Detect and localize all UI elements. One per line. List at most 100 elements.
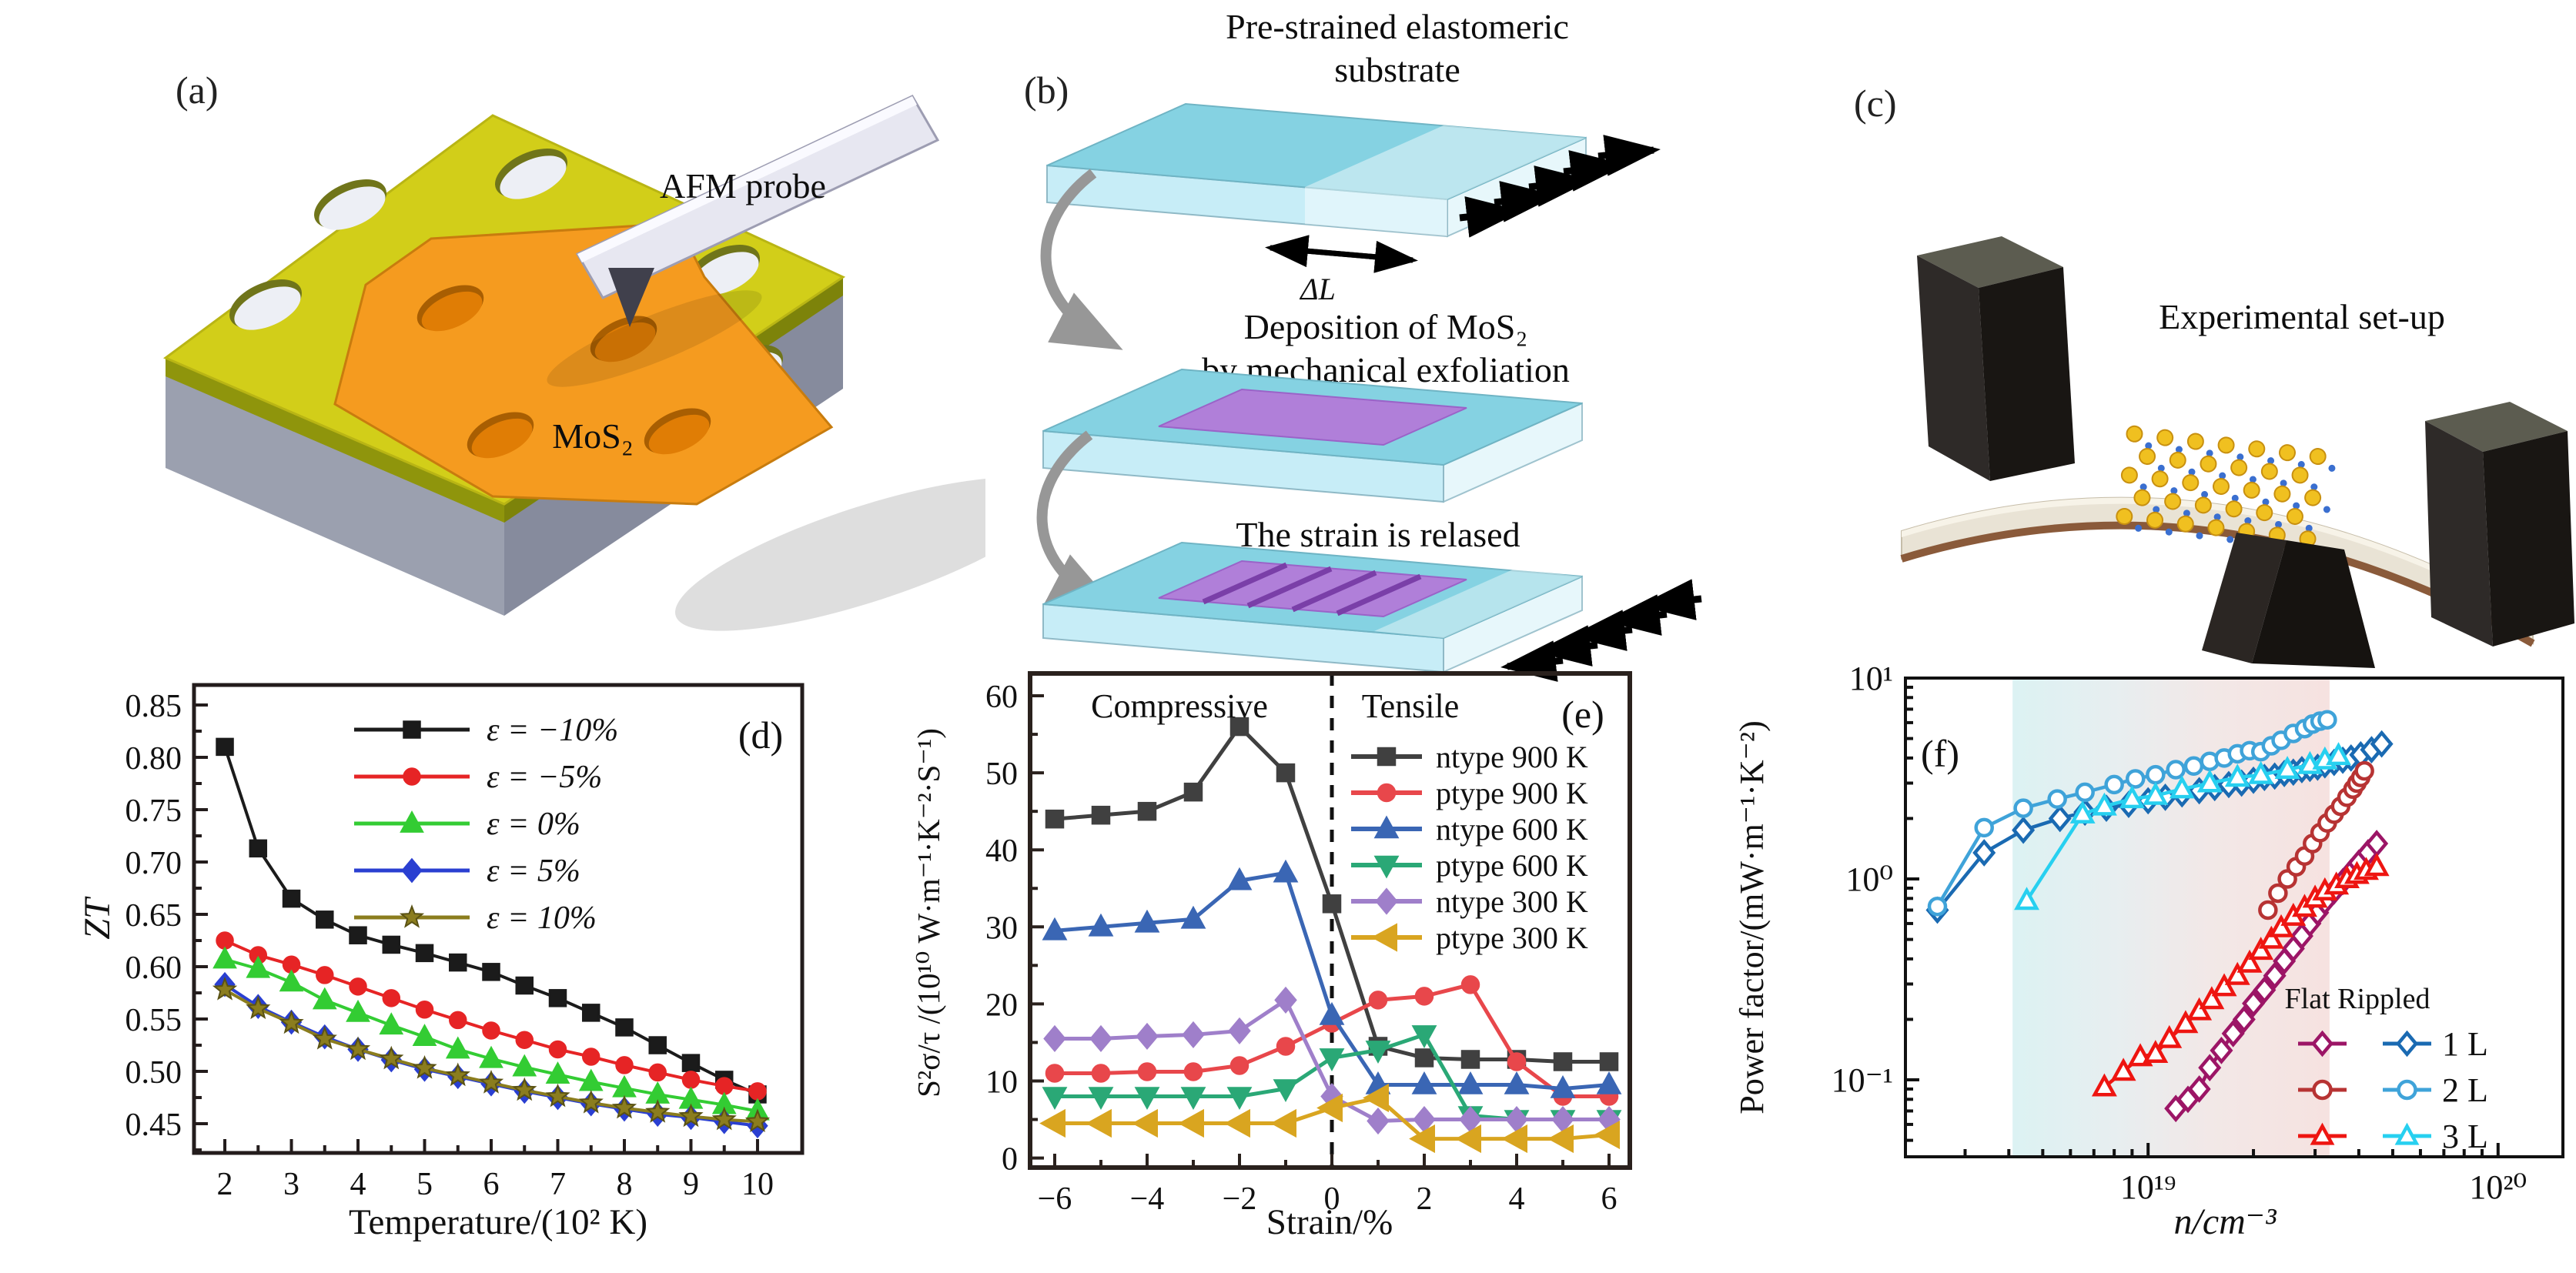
svg-text:ntype 900 K: ntype 900 K bbox=[1436, 740, 1588, 774]
chart-zt-vs-temperature: 2 3 4 5 6 7 8 9 10 0.45 0.50 0.55 0.60 0.65 0.70 0.75 0.… bbox=[77, 683, 805, 1242]
svg-text:30: 30 bbox=[985, 910, 1018, 946]
svg-text:2 L: 2 L bbox=[2442, 1071, 2488, 1109]
afm-illustration bbox=[163, 95, 985, 631]
series-f-2 bbox=[2014, 742, 2351, 910]
series-d-2 bbox=[212, 946, 770, 1121]
svg-text:0.85: 0.85 bbox=[125, 689, 182, 724]
svg-text:Flat Rippled: Flat Rippled bbox=[2285, 983, 2430, 1015]
svg-text:3: 3 bbox=[283, 1167, 299, 1202]
ticks bbox=[194, 703, 759, 1153]
series-d-1 bbox=[216, 931, 767, 1101]
slab3 bbox=[1042, 541, 1702, 682]
svg-text:6: 6 bbox=[483, 1167, 500, 1202]
svg-text:7: 7 bbox=[550, 1167, 566, 1202]
svg-text:2: 2 bbox=[217, 1167, 233, 1202]
svg-text:ptype 300 K: ptype 300 K bbox=[1436, 921, 1588, 955]
svg-text:10¹⁹: 10¹⁹ bbox=[2120, 1168, 2176, 1206]
step1-title-line2: substrate bbox=[1334, 50, 1460, 89]
svg-text:−2: −2 bbox=[1223, 1181, 1257, 1217]
probe-cantilever bbox=[575, 95, 940, 299]
svg-text:0.70: 0.70 bbox=[125, 846, 182, 881]
svg-text:(e): (e) bbox=[1561, 693, 1604, 736]
svg-text:Temperature/(10² K): Temperature/(10² K) bbox=[349, 1202, 647, 1242]
setup-illustration bbox=[1900, 236, 2574, 668]
svg-text:n/cm⁻³: n/cm⁻³ bbox=[2173, 1201, 2277, 1242]
center-wedge bbox=[2202, 533, 2375, 668]
ticks bbox=[1030, 694, 1611, 1168]
probe-tip bbox=[608, 268, 654, 327]
chart-powerfactor-vs-density: 10¹⁹ 10²⁰ 10⁻¹ 10⁰ 10¹ n/cm⁻³ Power factor/(mW… bbox=[1733, 660, 2564, 1242]
panel-b-letter: (b) bbox=[1024, 68, 1069, 112]
svg-text:10¹: 10¹ bbox=[1849, 660, 1893, 697]
svg-text:ε = 5%: ε = 5% bbox=[487, 854, 580, 889]
process-arrow-1 bbox=[1040, 169, 1123, 350]
svg-text:Tensile: Tensile bbox=[1362, 687, 1459, 725]
series-f-5 bbox=[2091, 853, 2390, 1097]
slab1 bbox=[1046, 102, 1661, 273]
svg-text:4: 4 bbox=[1508, 1181, 1524, 1217]
svg-text:S²σ/τ /(10¹⁰ W·m⁻¹·K⁻²·S⁻¹): S²σ/τ /(10¹⁰ W·m⁻¹·K⁻²·S⁻¹) bbox=[911, 728, 946, 1098]
setup-title: Experimental set-up bbox=[2159, 297, 2445, 336]
series-e-5 bbox=[1039, 1083, 1620, 1154]
slab2 bbox=[1042, 368, 1583, 503]
svg-text:ε = −10%: ε = −10% bbox=[487, 713, 618, 748]
svg-text:0: 0 bbox=[1002, 1142, 1018, 1178]
delta-l-label: ΔL bbox=[1300, 272, 1336, 306]
svg-text:10⁰: 10⁰ bbox=[1845, 860, 1893, 898]
svg-text:10: 10 bbox=[741, 1167, 774, 1202]
plot-frame bbox=[1028, 671, 1632, 1170]
shaded-region bbox=[2012, 678, 2330, 1157]
series-e-4 bbox=[1043, 986, 1621, 1135]
left-clamp-block bbox=[1917, 236, 2075, 481]
plate-side-left bbox=[166, 358, 504, 523]
svg-text:−4: −4 bbox=[1130, 1181, 1165, 1217]
process-illustration bbox=[1036, 102, 1702, 682]
step3-title: The strain is relased bbox=[1236, 515, 1521, 554]
ticks bbox=[1905, 677, 2500, 1157]
svg-text:0.45: 0.45 bbox=[125, 1108, 182, 1143]
svg-text:ptype 900 K: ptype 900 K bbox=[1436, 776, 1588, 810]
probe-shadow bbox=[547, 290, 762, 387]
series-e-1 bbox=[1045, 975, 1619, 1106]
svg-text:0: 0 bbox=[1323, 1181, 1340, 1217]
svg-text:3 L: 3 L bbox=[2442, 1118, 2488, 1155]
series-d-4 bbox=[212, 976, 771, 1133]
mos2-label: MoS₂ bbox=[552, 416, 634, 456]
series-f-1 bbox=[1927, 710, 2337, 917]
svg-text:(d): (d) bbox=[738, 713, 783, 757]
series-e-2 bbox=[1042, 859, 1622, 1098]
svg-text:9: 9 bbox=[683, 1167, 699, 1202]
svg-text:40: 40 bbox=[985, 834, 1018, 869]
svg-text:10⁻¹: 10⁻¹ bbox=[1832, 1061, 1893, 1099]
svg-text:5: 5 bbox=[417, 1167, 433, 1202]
svg-text:0.50: 0.50 bbox=[125, 1055, 182, 1091]
svg-text:0.80: 0.80 bbox=[125, 741, 182, 777]
svg-text:0.75: 0.75 bbox=[125, 794, 182, 829]
svg-text:ε = 0%: ε = 0% bbox=[487, 807, 580, 842]
svg-text:50: 50 bbox=[985, 757, 1018, 792]
svg-text:0.60: 0.60 bbox=[125, 951, 182, 986]
step2-title-line1: Deposition of MoS₂ bbox=[1243, 307, 1528, 346]
mos2-lattice bbox=[2116, 425, 2336, 555]
svg-text:60: 60 bbox=[985, 680, 1018, 715]
right-clamp-block bbox=[2425, 402, 2574, 647]
svg-text:ε = 10%: ε = 10% bbox=[487, 900, 597, 936]
step1-title-line1: Pre-strained elastomeric bbox=[1226, 7, 1569, 46]
svg-text:0.55: 0.55 bbox=[125, 1003, 182, 1038]
substrate-top-sheen bbox=[1902, 497, 2533, 622]
svg-text:20: 20 bbox=[985, 987, 1018, 1023]
svg-text:ZT: ZT bbox=[77, 896, 118, 940]
panel-c-letter: (c) bbox=[1854, 82, 1897, 125]
svg-text:4: 4 bbox=[350, 1167, 366, 1202]
flake-holes bbox=[417, 285, 711, 459]
base-front bbox=[166, 375, 504, 616]
probe-cantilever-edge bbox=[577, 96, 917, 262]
svg-text:ptype 600 K: ptype 600 K bbox=[1436, 848, 1588, 883]
plot-frame bbox=[1904, 677, 2564, 1158]
svg-text:2: 2 bbox=[1416, 1181, 1432, 1217]
svg-text:ntype 300 K: ntype 300 K bbox=[1436, 884, 1588, 919]
svg-text:10: 10 bbox=[985, 1064, 1018, 1100]
svg-text:ε = −5%: ε = −5% bbox=[487, 760, 602, 795]
